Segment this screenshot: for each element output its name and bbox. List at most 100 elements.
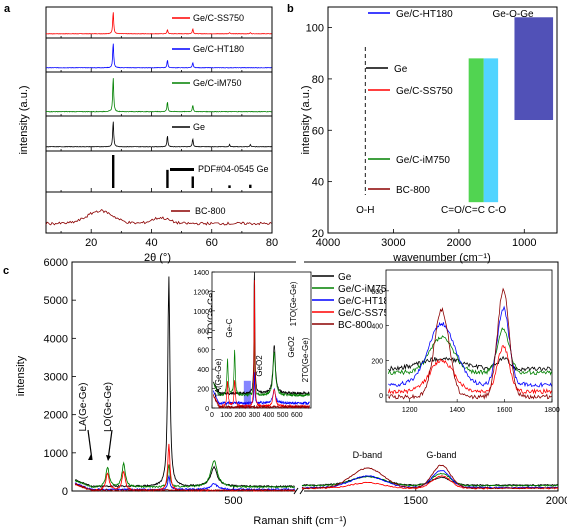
x-tick-label: 2000 [447,237,471,249]
panel-a: a 20 40 60 80 2θ (°) intensity (a.u.) Ge/C-SS75… [4,3,278,264]
x-tick-label: 60 [206,237,218,249]
arrow-lo [107,429,113,461]
inset-1-y-tick-label: 800 [197,328,209,335]
panel-b-label: b [287,3,294,15]
annotation-d-band: D-band [353,450,383,460]
inset-1-2to: 2TO(Ge-Ge) [301,337,310,382]
annotation-ge-o-ge: Ge-O-Ge [492,9,534,20]
x-tick-label: 20 [85,237,97,249]
y-tick-label: 4000 [44,333,68,345]
series-line-right [301,464,558,490]
inset-1-y-tick-label: 200 [197,387,209,394]
inset-2-x-tick-label: 1800 [544,407,560,414]
inset-1-geo2-a: GeO2 [255,355,264,377]
series-line-left [74,460,295,489]
legend-label: Ge [338,272,352,283]
arrow-la [87,429,93,461]
legend-label: Ge/C-HT180 [193,44,244,54]
inset-1-x-tick-label: 0 [210,412,214,419]
x-tick-label: 1500 [404,495,428,507]
reference-stick [228,185,231,188]
legend-label: Ge/C-SS750 [338,308,395,319]
inset-2-line [388,327,552,376]
inset-1-ge-c: Ge-C [225,318,234,337]
y-tick-label: 80 [312,74,324,86]
legend-swatch [170,168,194,171]
y-tick-label: 5000 [44,295,68,307]
y-tick-label: 2000 [44,410,68,422]
y-tick-label: 100 [306,23,324,35]
x-tick-label: 500 [224,495,242,507]
inset-1-x-tick-label: 400 [263,412,275,419]
legend-label: Ge/C-iM750 [338,284,392,295]
inset-2-y-tick-label: 200 [371,358,383,365]
y-tick-label: 3000 [44,372,68,384]
arrowhead-la [88,454,92,460]
series-line-bc800 [45,209,272,226]
inset-1-y-tick-label: 1200 [193,289,209,296]
inset-1-y-tick-label: 1400 [193,270,209,277]
y-axis-title: intensity (a.u.) [300,85,312,154]
legend-label: Ge/C-iM750 [396,155,450,166]
inset-1-line [213,271,310,396]
x-axis-title: Raman shift (cm⁻¹) [253,515,346,527]
legend-label: PDF#04-0545 Ge [198,164,269,174]
inset-1-x-tick-label: 500 [277,412,289,419]
inset-2-x-tick-label: 1600 [497,407,513,414]
axis-break-mark [299,487,305,495]
legend-label: Ge/C-iM750 [193,78,242,88]
inset-2-y-tick-label: 400 [371,324,383,331]
legend-label: Ge [394,64,408,75]
series-line-left [74,474,296,492]
annotation-la: LA(Ge-Ge) [78,383,89,432]
inset-1-x-tick-label: 100 [220,412,232,419]
panel-c-label: c [3,265,9,277]
inset-2-x-tick-label: 1400 [449,407,465,414]
x-tick-label: 80 [266,237,278,249]
inset-1-line [213,331,310,398]
axis-break [296,488,304,494]
reference-stick [111,155,115,188]
annotation-o-h: O-H [356,205,374,216]
annotation-c-o: C-O [488,205,507,216]
x-axis-title: wavenumber (cm⁻¹) [392,252,491,264]
inset-1-y-tick-label: 400 [197,367,209,374]
legend-label: BC-800 [195,206,226,216]
axis-break [296,259,304,265]
inset-1-geo2-b: GeO2 [287,336,296,358]
panel-a-frame [45,6,273,234]
series-line [45,12,272,35]
legend-label: Ge/C-SS750 [396,86,453,97]
highlight-band [514,17,554,120]
y-axis-title: intensity (a.u.) [18,85,30,154]
y-tick-label: 40 [312,177,324,189]
x-tick-label: 3000 [381,237,405,249]
y-axis-title: intensity [15,355,27,396]
series-line [46,43,272,69]
inset-1-x-tick-label: 600 [291,412,303,419]
arrowhead-lo [106,455,111,461]
x-tick-label: 40 [145,237,157,249]
legend-label: Ge/C-HT180 [396,9,453,20]
inset-1-x-tick-label: 300 [249,412,261,419]
highlight-band [468,58,484,203]
axis-break-mark [293,487,299,495]
inset-2-y-tick-label: 600 [371,289,383,296]
highlight-band [483,58,499,203]
inset-2-line [388,344,552,395]
reference-stick [166,169,169,188]
annotation-lo: LO(Ge-Ge) [103,382,114,432]
y-tick-label: 60 [312,125,324,137]
inset-1-y-tick-label: 0 [205,406,209,413]
inset-2-line [388,287,552,400]
reference-stick [249,184,252,188]
series-line-left [74,483,295,493]
annotation-g-band: G-band [426,450,456,460]
inset-1-1to: 1TO(Ge-Ge) [289,281,298,326]
legend-label: Ge/C-HT180 [338,296,395,307]
legend-label: Ge/C-SS750 [193,13,244,23]
reference-stick [191,176,194,188]
inset-1-ta: TA(Ge-Ge) [214,358,223,397]
legend-label: BC-800 [396,185,430,196]
